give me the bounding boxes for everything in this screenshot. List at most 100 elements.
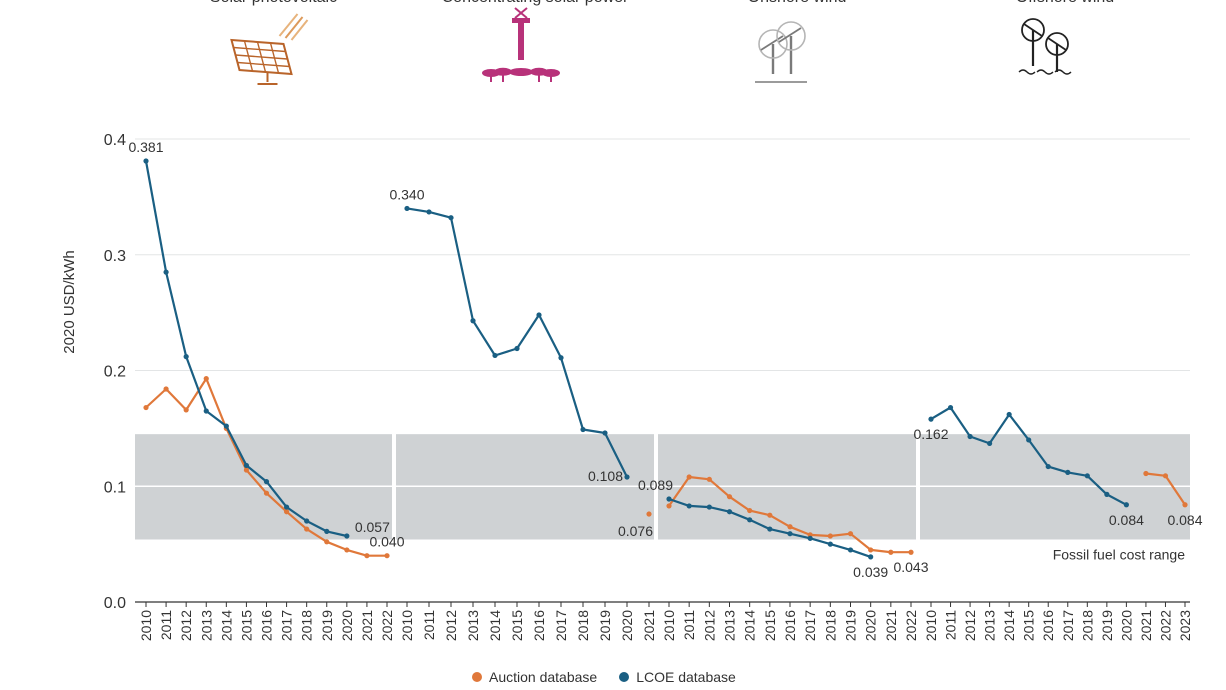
lcoe-point [283,504,290,510]
lcoe-point [987,440,993,447]
lcoe-point [470,318,476,324]
auction-point [868,547,874,553]
auction-point [324,539,330,545]
legend-swatch-auction [472,672,482,682]
auction-point [827,533,833,539]
lcoe-point [847,547,854,553]
lcoe-point [1045,463,1051,470]
csp-tower-column [518,20,524,60]
auction-point [304,526,310,532]
x-tick-label: 2013 [722,610,738,641]
csp-tower-top [512,18,530,23]
data-label: 0.057 [355,519,390,535]
wind-rotor [776,21,806,51]
legend-item-auction: Auction database [472,669,597,685]
auction-point [706,476,712,482]
x-tick-label: 2013 [982,610,998,641]
auction-point [283,509,290,515]
lcoe-point [1104,491,1110,497]
lcoe-point [602,430,608,436]
y-tick-label: 0.1 [104,479,126,496]
csp-mirror [494,67,512,76]
panel-title: Onshore wind [748,0,847,6]
data-label: 0.381 [128,139,163,155]
x-tick-label: 2020 [339,610,355,641]
x-tick-label: 2013 [465,610,481,641]
y-axis-label: 2020 USD/kWh [61,250,78,353]
wave [1054,69,1072,75]
auction-point [163,386,169,392]
x-tick-label: 2018 [1079,610,1095,641]
x-tick-label: 2018 [299,610,315,641]
offshore-wind-icon [1018,18,1072,75]
lcoe-point [747,517,753,523]
x-tick-label: 2018 [822,610,838,641]
x-tick-label: 2011 [681,610,697,640]
lcoe-point [1123,502,1129,508]
auction-point [263,490,270,496]
auction-point [1143,470,1149,477]
x-tick-label: 2010 [923,610,939,641]
lcoe-point [624,474,630,480]
lcoe-point [1006,411,1012,418]
data-label: 0.340 [389,186,424,202]
lcoe-point [807,535,813,541]
lcoe-point [183,354,189,360]
lcoe-point [686,503,692,509]
wind-blade [760,35,784,51]
panel-0: Solar photovoltaic2010201120122013201420… [128,0,404,641]
auction-point [243,467,250,473]
auction-point [646,511,652,517]
legend-label-auction: Auction database [489,669,598,685]
data-label: 0.089 [638,477,673,493]
solar-panel-frame [230,38,293,76]
sun-ray [284,16,304,39]
lcoe-point [448,215,454,221]
lcoe-point [426,209,432,215]
x-tick-label: 2017 [553,610,569,641]
auction-point [364,553,370,559]
auction-point [1162,473,1169,479]
wind-rotor [758,29,788,59]
auction-point [686,474,692,480]
lcoe-point [726,509,733,515]
x-tick-label: 2014 [742,610,758,641]
lcoe-point [514,345,520,352]
auction-point [344,547,350,553]
x-tick-label: 2011 [421,610,437,640]
lcoe-point [827,541,833,547]
auction-point [183,407,189,413]
lcoe-point [1026,437,1032,443]
legend-label-lcoe: LCOE database [636,669,736,685]
wind-rotor [1045,32,1069,56]
x-tick-label: 2016 [782,610,798,641]
x-tick-label: 2014 [1001,610,1017,641]
auction-point [747,507,753,514]
x-tick-label: 2015 [509,610,525,641]
x-tick-label: 2012 [701,610,717,641]
wind-blade [1047,37,1067,51]
x-tick-label: 2013 [198,610,214,641]
x-tick-label: 2011 [943,610,959,640]
x-tick-label: 2015 [1021,610,1037,641]
x-tick-label: 2012 [178,610,194,641]
y-tick-label: 0.4 [104,132,126,149]
x-tick-label: 2012 [443,610,459,641]
x-tick-label: 2022 [1157,610,1173,641]
auction-point [143,404,149,411]
x-tick-label: 2021 [1138,610,1154,641]
auction-point [767,512,773,518]
lcoe-point [263,479,270,485]
panel-3: Offshore wind201020112012201320142015201… [913,0,1202,641]
wave [1036,69,1054,75]
solar-panel-gridline [237,61,290,68]
lcoe-point [1084,473,1090,479]
auction-point [1182,502,1188,508]
x-tick-label: 2010 [399,610,415,641]
lcoe-point [706,504,712,510]
x-tick-label: 2017 [1060,610,1076,641]
fossil-fuel-range-label: Fossil fuel cost range [1053,546,1185,562]
x-tick-label: 2014 [218,610,234,641]
auction-point [726,494,733,500]
